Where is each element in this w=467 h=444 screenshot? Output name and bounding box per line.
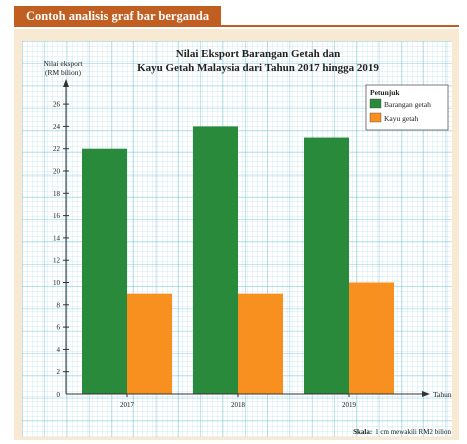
x-tick-label-2018: 2018 <box>231 401 246 409</box>
y-axis-label-line1: Nilai eksport <box>44 59 84 68</box>
section-tag: Contoh analisis graf bar berganda <box>14 6 222 27</box>
y-axis-label-line2: (RM bilion) <box>45 68 82 77</box>
bar-kayu-getah-2019 <box>349 282 394 394</box>
section-rule <box>14 25 459 27</box>
x-axis-arrow <box>422 391 430 397</box>
scale-note: Skala: 1 cm mewakili RM2 bilion <box>353 428 451 436</box>
y-tick-label-0: 0 <box>57 391 61 399</box>
bar-barangan-getah-2017 <box>82 148 127 394</box>
bar-kayu-getah-2018 <box>238 293 283 394</box>
x-tick-label-2019: 2019 <box>342 401 357 409</box>
y-axis-arrow <box>63 79 69 87</box>
bar-barangan-getah-2018 <box>193 126 238 395</box>
legend: Petunjuk Barangan getah Kayu getah <box>365 84 449 131</box>
legend-title: Petunjuk <box>370 88 400 97</box>
y-tick-label-16: 16 <box>53 212 61 220</box>
y-tick-label-20: 20 <box>53 168 61 176</box>
y-tick-label-26: 26 <box>53 101 61 109</box>
y-tick-label-24: 24 <box>53 123 61 131</box>
scale-note-text: 1 cm mewakili RM2 bilion <box>375 428 451 436</box>
x-axis-label: Tahun <box>433 390 452 399</box>
y-tick-label-8: 8 <box>57 301 61 309</box>
y-tick-label-22: 22 <box>53 145 61 153</box>
x-tick-label-2017: 2017 <box>120 401 135 409</box>
legend-swatch-kayu-getah <box>369 112 382 123</box>
y-tick-label-18: 18 <box>53 190 61 198</box>
y-tick-label-10: 10 <box>53 279 61 287</box>
y-tick-label-14: 14 <box>53 234 61 242</box>
y-tick-label-6: 6 <box>57 324 61 332</box>
bar-kayu-getah-2017 <box>127 293 172 394</box>
y-tick-label-4: 4 <box>57 346 61 354</box>
y-tick-label-2: 2 <box>57 368 61 376</box>
legend-label-kayu-getah: Kayu getah <box>384 114 419 123</box>
y-tick-label-12: 12 <box>53 257 61 265</box>
legend-swatch-barangan-getah <box>369 98 382 109</box>
chart-title-line2: Kayu Getah Malaysia dari Tahun 2017 hing… <box>137 62 379 74</box>
bar-barangan-getah-2019 <box>304 137 349 395</box>
chart-title-line1: Nilai Eksport Barangan Getah dan <box>176 48 340 60</box>
scale-note-bold: Skala: <box>353 428 372 436</box>
legend-label-barangan-getah: Barangan getah <box>384 100 431 109</box>
